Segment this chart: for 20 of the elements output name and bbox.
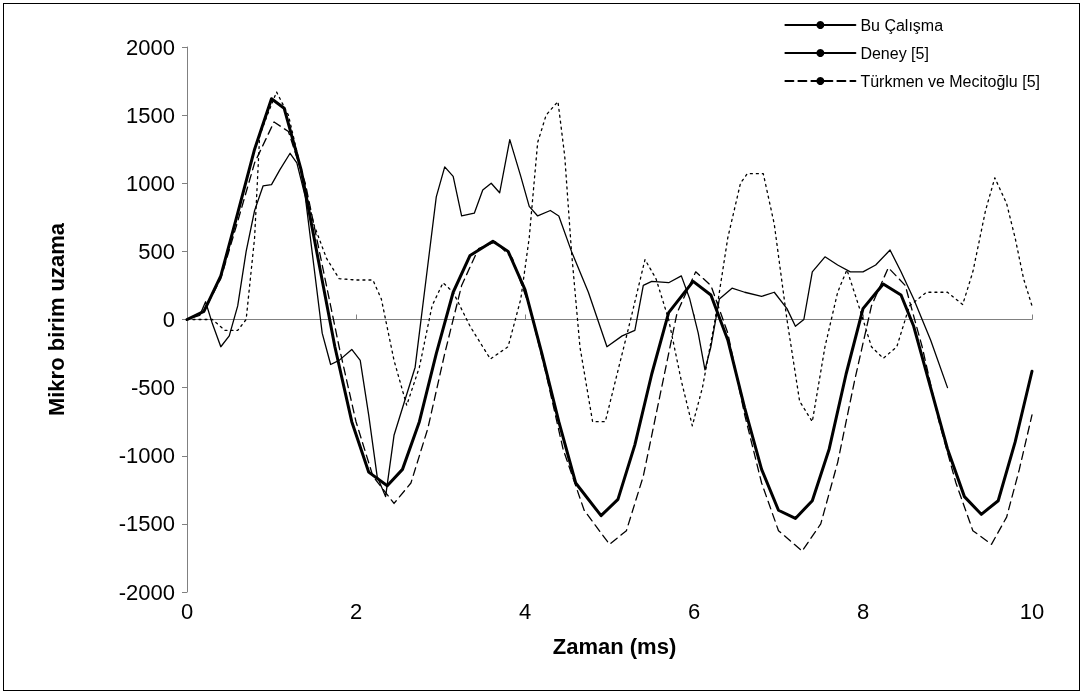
x-tick-label: 8 [856,598,870,624]
y-tick-label: 500 [138,238,175,264]
x-tick-label: 6 [687,598,701,624]
legend-label: Bu Çalışma [860,16,944,34]
x-tick-label: 0 [180,598,194,624]
x-axis-title: Zaman (ms) [552,633,677,659]
x-tick-label: 10 [1019,598,1045,624]
x-tick-label: 2 [349,598,363,624]
legend-label: Deney [5] [860,44,929,62]
y-tick-label: -1500 [118,511,175,537]
y-tick-label: -500 [130,375,175,401]
y-tick-label: 2000 [126,34,175,60]
y-axis-title: Mikro birim uzama [43,222,69,417]
y-tick-label: 1000 [126,170,175,196]
x-tick-label: 4 [518,598,532,624]
y-tick-label: -2000 [118,579,175,605]
y-tick-label: -1000 [118,443,175,469]
y-tick-label: 1500 [126,102,175,128]
legend-label: Türkmen ve Mecitoğlu [5] [860,72,1040,90]
y-tick-label: 0 [162,307,175,332]
